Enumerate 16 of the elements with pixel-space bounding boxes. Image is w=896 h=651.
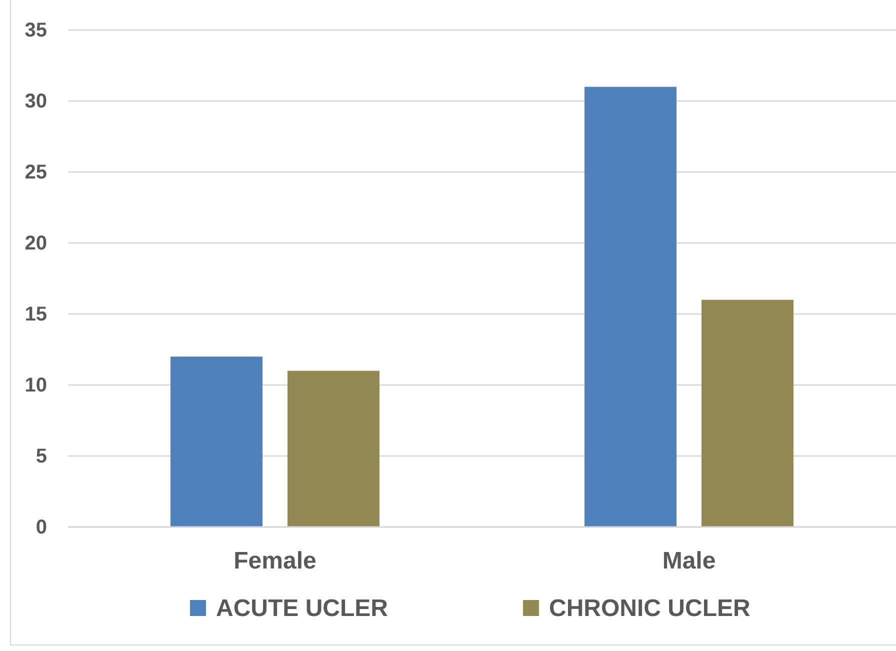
bar [170,356,262,527]
y-tick-label: 20 [24,232,47,254]
y-tick-label: 30 [24,90,47,112]
legend-label: CHRONIC UCLER [549,595,750,622]
y-tick-label: 5 [36,445,47,468]
x-tick-label: Male [662,547,716,574]
legend-label: ACUTE UCLER [216,595,388,622]
bar [702,300,794,527]
bar [288,370,380,527]
bar [584,86,676,527]
y-tick-label: 15 [24,303,47,326]
x-tick-label: Female [234,547,316,574]
y-tick-label: 35 [24,19,47,42]
y-tick-label: 10 [24,374,47,396]
y-tick-label: 0 [36,516,47,538]
y-tick-label: 25 [24,161,47,184]
